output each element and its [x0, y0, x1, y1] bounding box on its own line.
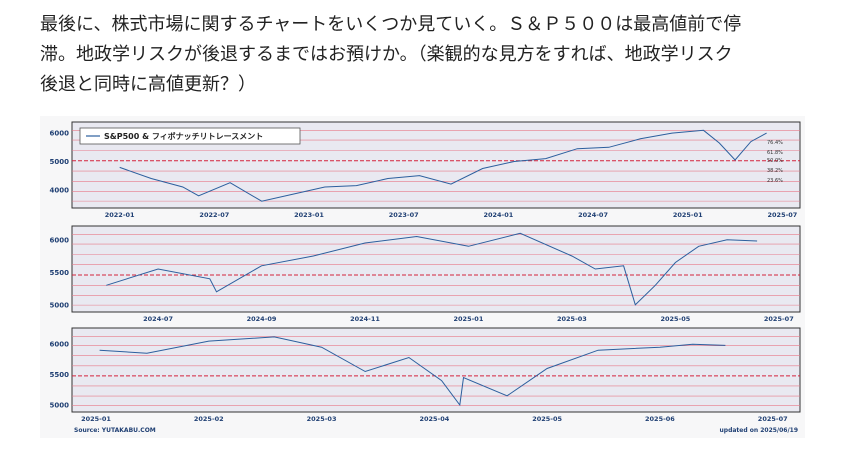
chart-svg: 4000 5000 6000 2022-01 2022-07 2023-01 2023-07… — [50, 121, 801, 434]
x-tick-label: 2023-07 — [389, 211, 419, 219]
x-tick-label: 2025-05 — [532, 415, 562, 423]
x-tick-label: 2024-09 — [247, 315, 277, 323]
x-tick-label: 2025-03 — [307, 415, 337, 423]
article-paragraph: 最後に、株式市場に関するチャートをいくつか見ていく。Ｓ＆Ｐ５００は最高値前で停 … — [40, 10, 840, 100]
x-tick-label: 2025-07 — [764, 315, 794, 323]
x-tick-label: 2023-01 — [294, 211, 324, 219]
fib-level-label: 61.8% — [767, 150, 783, 156]
x-tick-label: 2025-01 — [673, 211, 703, 219]
legend-box — [79, 127, 301, 145]
x-tick-label: 2022-07 — [199, 211, 229, 219]
x-tick-label: 2024-07 — [143, 315, 173, 323]
y-tick-label: 5500 — [50, 269, 70, 277]
y-tick-label: 5500 — [50, 371, 70, 379]
paragraph-line-3: 後退と同時に高値更新？） — [40, 74, 256, 95]
plot-area — [71, 225, 801, 313]
y-tick-label: 4000 — [50, 186, 70, 194]
fib-level-label: 76.4% — [767, 140, 783, 146]
paragraph-line-2: 滞。地政学リスクが後退するまではお預けか。（楽観的な見方をすれば、地政学リスク — [40, 44, 733, 65]
x-tick-label: 2025-06 — [645, 415, 675, 423]
x-tick-label: 2025-01 — [81, 415, 111, 423]
sp500-series-line — [99, 336, 726, 407]
y-tick-label: 5000 — [50, 301, 70, 309]
y-tick-label: 5000 — [50, 158, 70, 166]
y-tick-label: 6000 — [50, 236, 70, 244]
y-tick-label: 6000 — [50, 130, 70, 138]
sp500-series-line — [106, 232, 758, 306]
y-tick-label: 5000 — [50, 401, 70, 409]
x-tick-label: 2025-02 — [194, 415, 224, 423]
x-tick-label: 2025-01 — [454, 315, 484, 323]
x-tick-label: 2025-07 — [768, 211, 798, 219]
paragraph-line-1: 最後に、株式市場に関するチャートをいくつか見ていく。Ｓ＆Ｐ５００は最高値前で停 — [40, 14, 742, 35]
source-label: Source: YUTAKABU.COM — [74, 427, 156, 434]
x-tick-label: 2024-01 — [483, 211, 513, 219]
x-tick-label: 2025-07 — [758, 415, 788, 423]
sp500-series-line — [119, 129, 767, 202]
x-tick-label: 2024-11 — [350, 315, 380, 323]
x-tick-label: 2025-03 — [557, 315, 587, 323]
fib-level-label: 50.0% — [767, 158, 783, 164]
x-tick-label: 2024-07 — [578, 211, 608, 219]
fib-level-label: 23.6% — [767, 178, 783, 184]
x-tick-label: 2025-04 — [419, 415, 449, 423]
x-tick-label: 2025-05 — [660, 315, 690, 323]
plot-area — [71, 327, 801, 413]
fib-level-label: 38.2% — [767, 168, 783, 174]
y-tick-label: 6000 — [50, 341, 70, 349]
x-tick-label: 2022-01 — [105, 211, 135, 219]
sp500-chart-image: 4000 5000 6000 2022-01 2022-07 2023-01 2023-07… — [40, 116, 805, 438]
updated-label: updated on 2025/06/19 — [720, 427, 799, 434]
legend-text: S&P500 & フィボナッチリトレースメント — [104, 131, 263, 141]
